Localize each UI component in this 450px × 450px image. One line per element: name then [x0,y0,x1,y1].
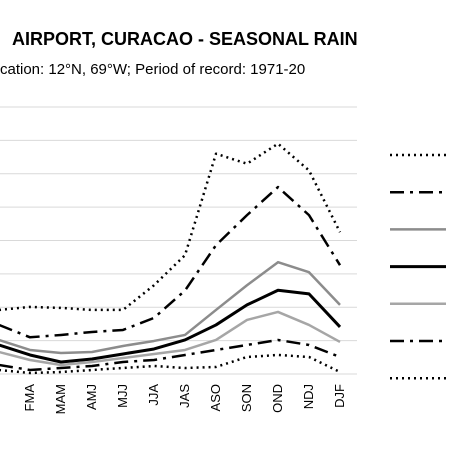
x-tick-label: DJF [332,384,347,408]
series-line [0,288,342,364]
series-line [0,260,341,355]
x-tick-label: JJA [146,384,161,406]
x-tick-label: NDJ [301,384,316,409]
x-tick-label: OND [270,384,285,413]
x-tick-label: MAM [53,384,68,414]
x-tick-label: JAS [177,384,192,408]
x-tick-label: ASO [208,384,223,411]
series-line [0,310,341,367]
x-tick-label: MJJ [115,384,130,408]
series-line [0,185,342,339]
x-tick-label: FMA [22,384,37,412]
x-tick-label: SON [239,384,254,412]
chart-title: AIRPORT, CURACAO - SEASONAL RAIN [12,29,358,49]
chart-subtitle: cation: 12°N, 69°W; Period of record: 19… [0,61,305,78]
x-tick-label: AMJ [84,384,99,410]
